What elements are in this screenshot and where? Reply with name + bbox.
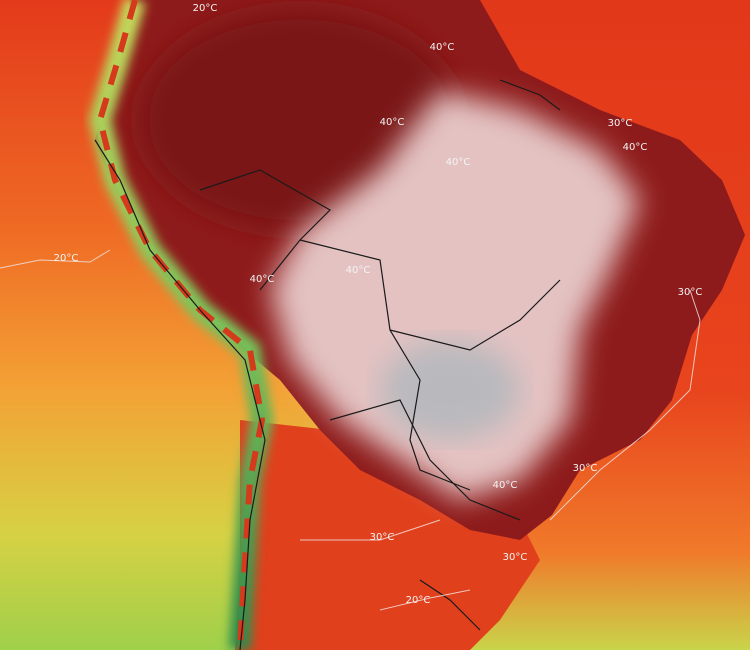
- isotherm-label: 30°C: [573, 463, 598, 474]
- isotherm-label: 30°C: [503, 552, 528, 563]
- isotherm-label: 40°C: [346, 265, 371, 276]
- southern-land: [235, 420, 540, 650]
- extreme-core: [380, 340, 520, 440]
- isotherm-label: 30°C: [678, 287, 703, 298]
- extreme-zone: [270, 90, 640, 500]
- isotherm-label: 30°C: [370, 532, 395, 543]
- isotherms: [0, 249, 701, 611]
- isotherm-label: 40°C: [623, 142, 648, 153]
- isotherm-label: 20°C: [406, 595, 431, 606]
- isotherm-label: 40°C: [446, 157, 471, 168]
- isotherm-label: 40°C: [430, 42, 455, 53]
- isotherm-label: 40°C: [380, 117, 405, 128]
- isotherm-label: 30°C: [608, 118, 633, 129]
- isotherm-label: 20°C: [54, 253, 79, 264]
- isotherm-label: 20°C: [193, 3, 218, 14]
- isotherm-label: 40°C: [493, 480, 518, 491]
- borders: [94, 79, 561, 650]
- isotherm-label: 40°C: [250, 274, 275, 285]
